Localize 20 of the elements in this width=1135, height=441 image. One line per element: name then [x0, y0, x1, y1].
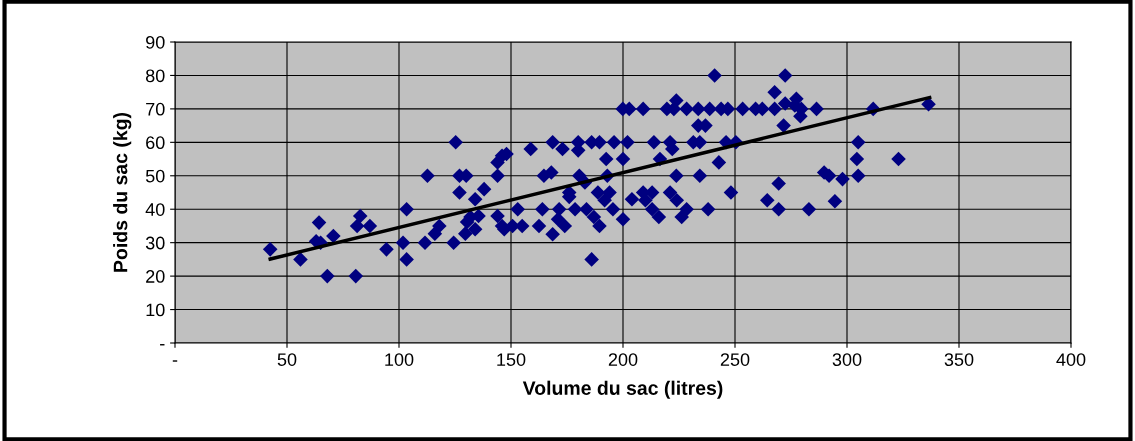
x-tick-label: 50: [277, 353, 297, 366]
x-tick-label: 300: [832, 353, 862, 366]
x-tick-label: 150: [497, 353, 526, 366]
x-tick-label: 100: [385, 353, 414, 366]
y-tick-label: 70: [146, 102, 165, 116]
x-tick-label: 250: [720, 353, 750, 366]
x-axis-title: Volume du sac (litres): [522, 380, 723, 399]
y-tick-label: 20: [146, 270, 165, 283]
y-tick-label: -: [160, 344, 165, 346]
y-tick-label: 40: [145, 203, 165, 216]
y-tick-label: 30: [145, 236, 165, 250]
y-axis-title: Poids du sac (kg): [113, 112, 132, 272]
y-tick-label: 90: [146, 35, 165, 49]
x-tick-label: 200: [608, 353, 638, 366]
y-tick-label: 50: [145, 169, 165, 183]
y-tick-label: 80: [145, 69, 165, 83]
x-tick-label: 400: [1056, 353, 1086, 366]
y-tick-label: 60: [146, 136, 165, 150]
y-tick-label: 10: [146, 303, 165, 317]
x-tick-label: 350: [944, 353, 974, 366]
